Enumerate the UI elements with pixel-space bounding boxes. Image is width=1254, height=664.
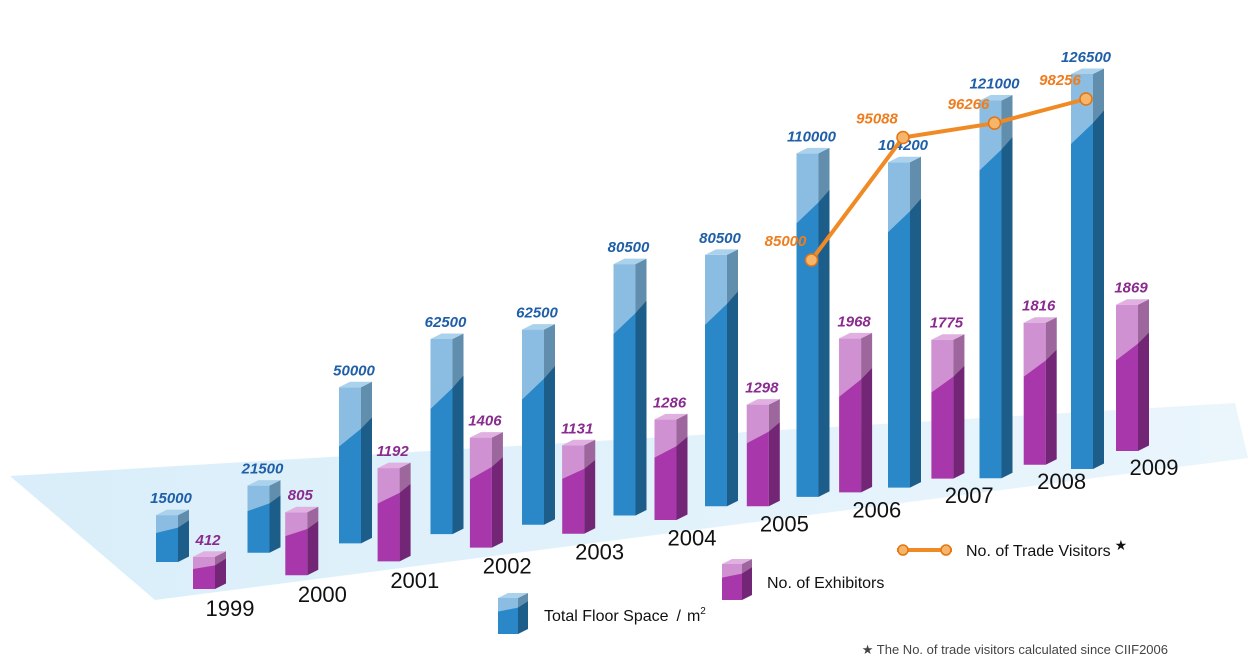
- year-label-2000: 2000: [298, 582, 347, 607]
- floor-space-value-2008: 121000: [969, 75, 1020, 92]
- exhibitors-value-2009: 1869: [1114, 280, 1148, 297]
- year-label-2009: 2009: [1130, 455, 1179, 480]
- exhibitors-value-2001: 1192: [376, 443, 409, 460]
- year-label-2004: 2004: [668, 526, 717, 551]
- floor-space-value-2003: 62500: [516, 305, 558, 322]
- year-label-2002: 2002: [483, 554, 532, 579]
- year-label-2001: 2001: [390, 568, 439, 593]
- legend-label-trade-visitors: No. of Trade Visitors ★: [966, 537, 1127, 560]
- floor-space-bar-2007: [888, 156, 921, 488]
- trade-visitors-point-2006: [804, 253, 819, 267]
- floor-space-bar-2005: [705, 249, 738, 507]
- exhibitors-bar-2003: [562, 439, 596, 534]
- exhibitors-bar-2006: [839, 332, 873, 493]
- exhibitors-bar-2007: [931, 334, 965, 479]
- floor-space-bar-1999: [156, 509, 189, 562]
- trade-visitors-point-2007: [896, 130, 910, 145]
- exhibitors-bar-2005: [746, 399, 780, 507]
- legend-swatch-exhibitors: [722, 559, 752, 600]
- floor-space-value-2000: 21500: [241, 461, 284, 478]
- year-label-2003: 2003: [575, 540, 624, 565]
- floor-space-bar-2008: [979, 94, 1013, 479]
- exhibitors-bar-1999: [193, 551, 226, 589]
- trade-visitors-point-2009: [1079, 92, 1093, 106]
- exhibitors-bar-2009: [1116, 299, 1149, 451]
- year-label-2007: 2007: [945, 483, 994, 508]
- legend-swatch-floor-space: [498, 593, 528, 634]
- floor-space-value-1999: 15000: [150, 490, 192, 507]
- floor-space-value-2001: 50000: [333, 362, 375, 379]
- legend-label-exhibitors: No. of Exhibitors: [767, 575, 884, 592]
- floor-space-bar-2001: [339, 381, 372, 544]
- exhibitors-value-2003: 1131: [561, 420, 593, 437]
- floor-space-value-2004: 80500: [608, 239, 650, 256]
- floor-space-bar-2000: [247, 480, 281, 553]
- floor-space-value-2009: 126500: [1061, 49, 1112, 66]
- legend-label-floor-space: Total Floor Space / m2: [544, 606, 706, 625]
- exhibitors-bar-2002: [469, 432, 503, 548]
- exhibitors-value-2000: 805: [288, 487, 314, 504]
- trade-visitors-value-2009: 98256: [1039, 72, 1081, 89]
- trade-visitors-point-2008: [987, 116, 1002, 130]
- floor-space-value-2002: 62500: [425, 314, 467, 331]
- trade-visitors-value-2008: 96266: [948, 96, 990, 113]
- floor-space-bar-2002: [430, 333, 464, 535]
- exhibitors-bar-2000: [285, 506, 319, 576]
- exhibitors-value-2006: 1968: [837, 313, 871, 330]
- trade-visitors-value-2006: 85000: [765, 233, 807, 250]
- floor-space-bar-2009: [1071, 68, 1104, 469]
- floor-space-value-2007: 104200: [878, 137, 929, 154]
- legend-item-exhibitors: No. of Exhibitors: [722, 559, 884, 600]
- legend: No. of Trade Visitors ★ No. of Exhibitors…: [498, 537, 1127, 634]
- exhibitors-value-2007: 1775: [930, 315, 964, 332]
- legend-marker: [897, 544, 909, 556]
- year-label-2005: 2005: [760, 511, 809, 536]
- floor-space-bar-2006: [796, 147, 830, 497]
- legend-item-trade-visitors: No. of Trade Visitors ★: [897, 537, 1127, 560]
- year-label-2006: 2006: [852, 497, 901, 522]
- exhibitors-value-2002: 1406: [468, 413, 502, 430]
- floor-space-bar-2003: [522, 324, 555, 525]
- trade-visitors-line: [809, 97, 1087, 262]
- exhibitors-value-2008: 1816: [1022, 298, 1056, 315]
- year-label-2008: 2008: [1037, 469, 1086, 494]
- footnote: ★ The No. of trade visitors calculated s…: [862, 642, 1168, 657]
- exhibitors-value-2004: 1286: [653, 394, 687, 411]
- trade-visitors-value-2007: 95088: [856, 110, 898, 127]
- legend-item-floor-space: Total Floor Space / m2: [498, 593, 706, 634]
- exhibitors-bar-2004: [654, 413, 688, 520]
- legend-marker: [940, 544, 952, 556]
- exhibitors-value-1999: 412: [194, 532, 221, 549]
- floor-space-bar-2004: [613, 258, 647, 516]
- year-label-1999: 1999: [206, 596, 255, 621]
- floor-space-value-2005: 80500: [699, 230, 741, 247]
- exhibitors-value-2005: 1298: [745, 380, 779, 397]
- exhibitors-bar-2001: [377, 462, 411, 562]
- exhibitors-bar-2008: [1023, 317, 1057, 465]
- floor-space-value-2006: 110000: [787, 128, 837, 145]
